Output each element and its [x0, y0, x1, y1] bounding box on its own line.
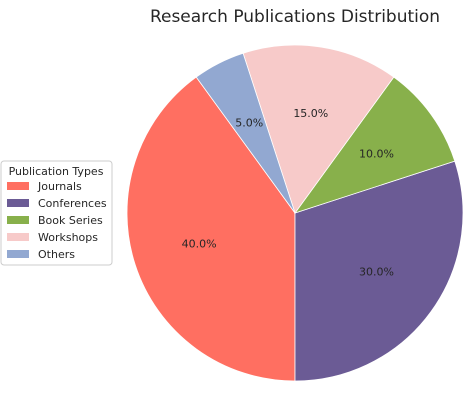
legend-swatch: [7, 199, 29, 207]
pie-value-label: 15.0%: [293, 107, 328, 120]
pie-slice-others: [195, 52, 296, 214]
pie-slice-book-series: [293, 76, 456, 214]
chart-title: Research Publications Distribution: [150, 7, 440, 27]
legend-label: Workshops: [38, 231, 98, 244]
legend-label: Journals: [37, 180, 82, 193]
pie-value-labels: 40.0% 30.0% 10.0% 15.0% 5.0%: [182, 107, 394, 279]
legend-swatch: [7, 216, 29, 224]
pie-slice-conferences: [294, 160, 464, 382]
pie-slice-workshops: [242, 44, 395, 214]
pie-slices: [126, 44, 464, 382]
legend-label: Others: [38, 248, 75, 261]
legend-swatch: [7, 182, 29, 190]
legend-title: Publication Types: [9, 165, 104, 178]
legend: Publication Types Journals Conferences Boo…: [0, 160, 113, 266]
legend-swatch: [7, 233, 29, 241]
legend-items: Journals Conferences Book Series Workshops O…: [7, 180, 107, 261]
legend-label: Book Series: [38, 214, 103, 227]
pie-value-label: 10.0%: [359, 147, 394, 160]
legend-swatch: [7, 250, 29, 258]
pie-value-label: 40.0%: [182, 238, 217, 251]
pie-slice-journals: [126, 76, 296, 382]
pie-value-label: 5.0%: [235, 117, 263, 130]
pie-value-label: 30.0%: [359, 266, 394, 279]
legend-label: Conferences: [38, 197, 107, 210]
